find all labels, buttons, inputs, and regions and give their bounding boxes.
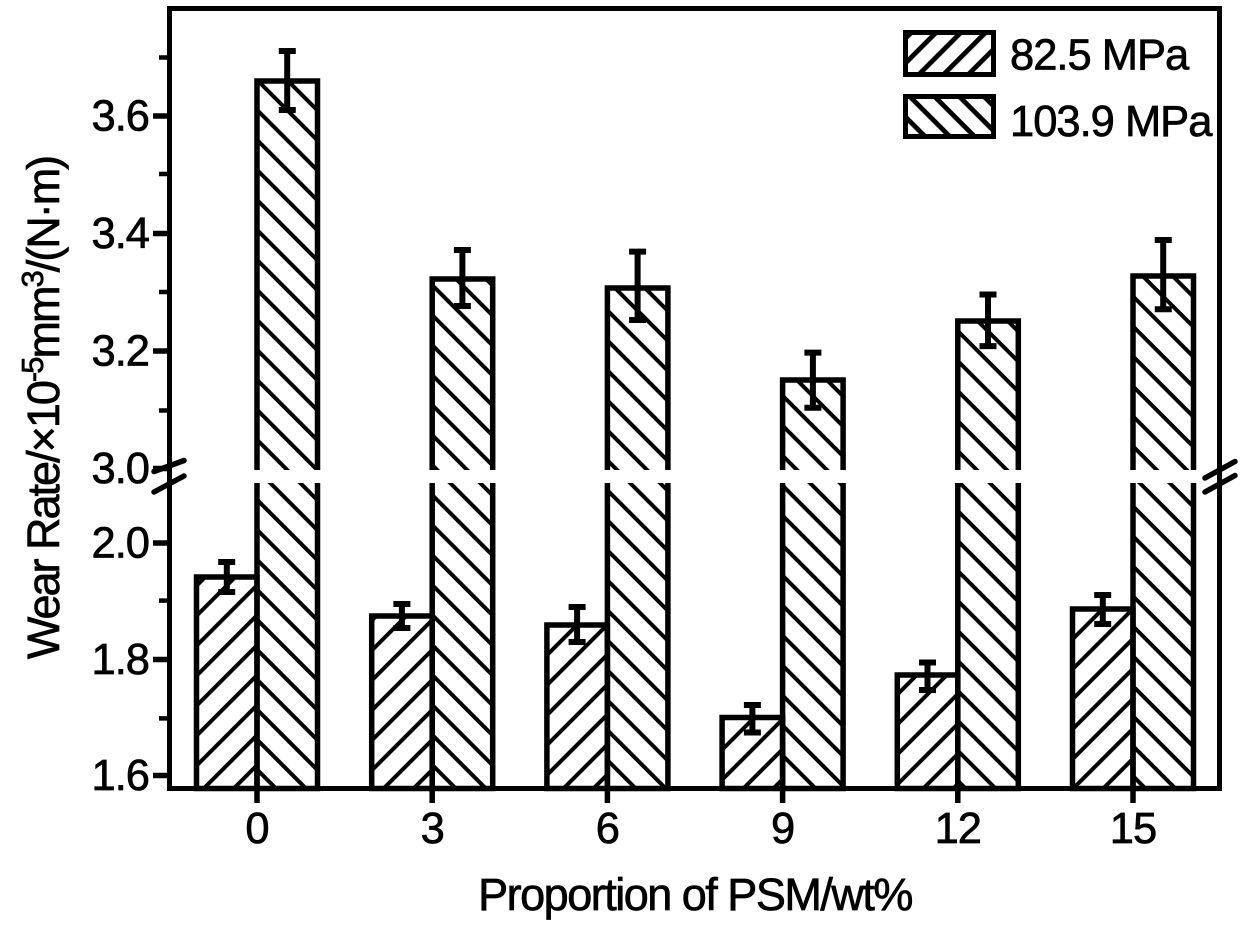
svg-text:82.5 MPa: 82.5 MPa xyxy=(1010,32,1190,80)
svg-text:1.8: 1.8 xyxy=(92,636,149,684)
svg-text:2.0: 2.0 xyxy=(92,520,149,568)
svg-text:3.0: 3.0 xyxy=(92,445,149,493)
svg-text:0: 0 xyxy=(245,805,268,853)
svg-text:15: 15 xyxy=(1110,805,1156,853)
svg-text:Proportion of PSM/wt%: Proportion of PSM/wt% xyxy=(478,869,912,920)
svg-text:Wear Rate/×10-5mm3/(N·m): Wear Rate/×10-5mm3/(N·m) xyxy=(15,157,69,659)
svg-text:1.6: 1.6 xyxy=(92,752,149,800)
svg-text:3.4: 3.4 xyxy=(92,210,149,258)
svg-text:3.2: 3.2 xyxy=(92,328,149,376)
svg-text:103.9 MPa: 103.9 MPa xyxy=(1010,98,1213,146)
svg-text:6: 6 xyxy=(596,805,619,853)
svg-text:9: 9 xyxy=(771,805,794,853)
svg-text:3.6: 3.6 xyxy=(92,93,149,141)
svg-text:12: 12 xyxy=(935,805,981,853)
svg-text:3: 3 xyxy=(421,805,444,853)
